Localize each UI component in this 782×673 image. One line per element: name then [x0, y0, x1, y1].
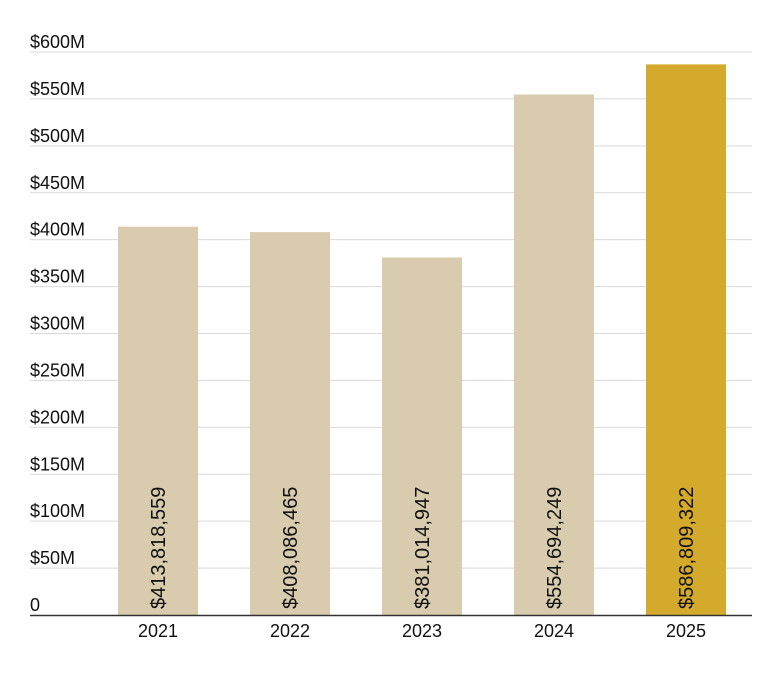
data-label: $408,086,465 — [280, 487, 302, 609]
data-label: $554,694,249 — [544, 487, 566, 609]
y-tick-label: $600M — [30, 32, 85, 52]
data-label: $586,809,322 — [676, 487, 698, 609]
y-tick-label: $550M — [30, 79, 85, 99]
y-tick-label: $500M — [30, 126, 85, 146]
y-tick-label: $400M — [30, 220, 85, 240]
y-tick-label: $50M — [30, 548, 75, 568]
data-label: $381,014,947 — [412, 487, 434, 609]
bar — [118, 226, 198, 615]
x-tick-label: 2022 — [270, 621, 310, 641]
y-tick-label: $300M — [30, 314, 85, 334]
x-tick-label: 2023 — [402, 621, 442, 641]
y-tick-label: $450M — [30, 173, 85, 193]
y-tick-label: $200M — [30, 407, 85, 427]
bar-data-labels: $413,818,559 $408,086,465 $381,014,947 $554… — [148, 487, 698, 609]
y-tick-label: $150M — [30, 454, 85, 474]
bar — [646, 64, 726, 615]
data-label: $413,818,559 — [148, 487, 170, 609]
x-tick-label: 2025 — [666, 621, 706, 641]
bar — [514, 94, 594, 615]
x-tick-label: 2021 — [138, 621, 178, 641]
bar — [382, 257, 462, 615]
x-tick-label: 2024 — [534, 621, 574, 641]
bar — [250, 232, 330, 616]
y-tick-label: $250M — [30, 360, 85, 380]
y-tick-label: $350M — [30, 267, 85, 287]
y-axis-tick-labels: 0 $50M $100M $150M $200M $250M $300M $350M $400M… — [30, 32, 85, 615]
y-tick-label: $100M — [30, 501, 85, 521]
y-tick-label: 0 — [30, 595, 40, 615]
x-axis-tick-labels: 2021 2022 2023 2024 2025 — [138, 621, 706, 641]
bars — [118, 64, 726, 616]
